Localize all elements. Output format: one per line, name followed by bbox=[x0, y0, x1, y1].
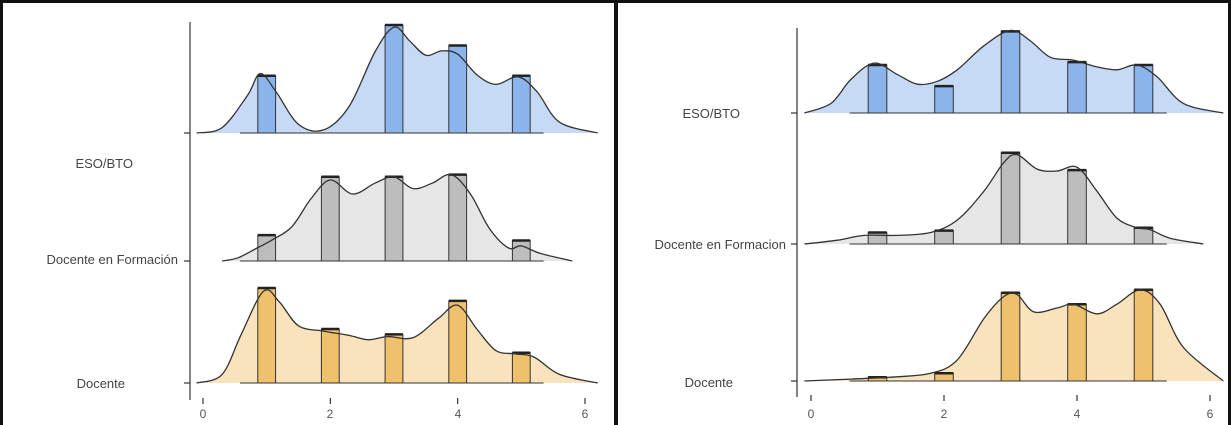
x-tick-label: 2 bbox=[941, 407, 948, 421]
histogram-bar bbox=[320, 176, 340, 262]
y-category-label: Docente en Formacion bbox=[654, 237, 786, 252]
x-tick-label: 0 bbox=[808, 407, 815, 421]
x-tick-label: 2 bbox=[327, 407, 334, 421]
histogram-bar bbox=[1067, 303, 1087, 382]
chart-panel-left: ESO/BTO Docente en Formación Docente 0 2… bbox=[46, 22, 598, 421]
histogram-bar bbox=[511, 240, 531, 262]
histogram-bar bbox=[934, 85, 954, 114]
x-tick-label: 6 bbox=[582, 407, 589, 421]
histogram-bar bbox=[867, 64, 888, 114]
histogram-bar bbox=[1133, 289, 1154, 382]
y-category-label: Docente en Formación bbox=[46, 252, 178, 267]
density-curve bbox=[196, 289, 598, 384]
histogram-bar bbox=[448, 300, 468, 384]
density-curve bbox=[804, 153, 1204, 245]
x-tick-label: 4 bbox=[1074, 407, 1081, 421]
x-tick-label: 0 bbox=[200, 407, 207, 421]
histogram-bar bbox=[384, 176, 404, 262]
histogram-bar bbox=[1067, 61, 1087, 114]
density-area-docente bbox=[196, 289, 598, 383]
histogram-bar bbox=[384, 24, 404, 134]
x-tick-label: 4 bbox=[455, 407, 462, 421]
histogram-bar bbox=[257, 75, 277, 134]
density-curve bbox=[804, 29, 1224, 114]
histogram-bar bbox=[934, 230, 954, 245]
y-category-label: ESO/BTO bbox=[682, 106, 740, 121]
histogram-bar bbox=[1000, 30, 1021, 114]
y-category-label: ESO/BTO bbox=[75, 156, 133, 171]
histogram-bar bbox=[448, 174, 468, 262]
x-tick-label: 6 bbox=[1207, 407, 1214, 421]
histogram-bar bbox=[511, 352, 531, 384]
histogram-bar bbox=[448, 45, 468, 134]
y-category-label: Docente bbox=[77, 376, 125, 391]
histogram-bar bbox=[1067, 169, 1087, 245]
histogram-bar bbox=[867, 232, 888, 245]
y-category-label: Docente bbox=[685, 375, 733, 390]
density-curve bbox=[196, 26, 598, 134]
density-curve bbox=[804, 289, 1224, 382]
histogram-bar bbox=[1000, 152, 1021, 245]
histogram-bar bbox=[384, 333, 404, 384]
density-curve bbox=[221, 173, 573, 262]
histogram-bar bbox=[511, 75, 531, 134]
histogram-bar bbox=[1133, 64, 1154, 114]
histogram-bar bbox=[320, 328, 340, 384]
histogram-bar bbox=[257, 287, 277, 384]
chart-panel-right: ESO/BTO Docente en Formacion Docente 0 2… bbox=[654, 28, 1224, 421]
histogram-bar bbox=[1000, 292, 1021, 382]
